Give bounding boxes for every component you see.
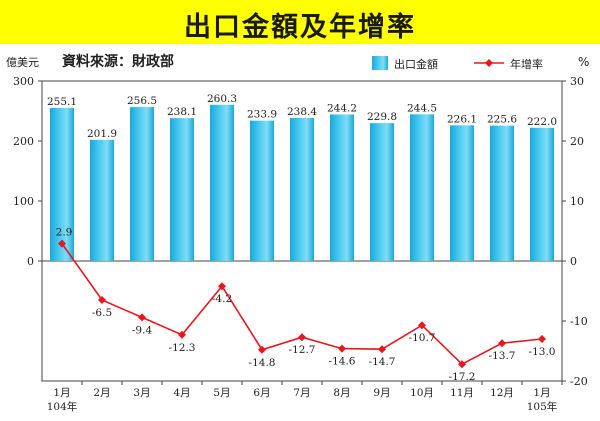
legend-line-label: 年增率 <box>510 57 543 71</box>
right-tick-label: -10 <box>570 315 588 328</box>
right-tick-label: 30 <box>570 75 584 88</box>
bar-7 <box>290 117 314 262</box>
right-tick-label: 20 <box>570 135 584 148</box>
bar-9 <box>370 123 394 262</box>
bar-12 <box>490 125 514 261</box>
chart-title: 出口金額及年增率 <box>184 12 416 43</box>
growth-value-label: -14.7 <box>369 356 396 368</box>
right-tick-label: 0 <box>570 255 577 268</box>
legend-bar-swatch <box>372 56 388 70</box>
growth-line <box>58 239 546 369</box>
growth-point-3 <box>138 313 146 322</box>
bar-value-label: 229.8 <box>367 111 397 123</box>
legend-line-marker <box>485 59 493 67</box>
right-unit-label: % <box>578 55 589 69</box>
bar-value-label: 226.1 <box>447 113 477 125</box>
category-label: 11月 <box>450 387 474 399</box>
bar-6 <box>250 120 274 261</box>
growth-value-label: -9.4 <box>132 324 153 336</box>
bar-value-label: 255.1 <box>47 96 77 108</box>
bar-value-label: 222.0 <box>527 116 557 128</box>
growth-point-10 <box>418 321 426 330</box>
growth-value-label: -13.0 <box>529 346 556 358</box>
bar-value-label: 244.2 <box>327 102 357 114</box>
category-label: 2月 <box>93 387 110 399</box>
growth-value-label: -14.6 <box>329 356 356 368</box>
category-sublabel: 105年 <box>527 400 558 413</box>
bar-value-label: 256.5 <box>127 95 157 107</box>
growth-point-11 <box>458 360 466 369</box>
growth-point-4 <box>178 330 186 339</box>
growth-point-13 <box>538 335 546 343</box>
source-label: 資料來源：財政部 <box>62 53 174 70</box>
bar-1 <box>50 107 74 261</box>
legend-bar-label: 出口金額 <box>394 57 438 71</box>
bar-4 <box>170 118 194 261</box>
bars <box>50 104 554 262</box>
bar-value-label: 244.5 <box>407 102 437 114</box>
category-label: 8月 <box>333 387 350 399</box>
category-label: 4月 <box>173 387 190 399</box>
category-label: 9月 <box>373 387 390 399</box>
growth-point-12 <box>498 339 506 348</box>
bar-11 <box>450 125 474 261</box>
growth-value-label: -13.7 <box>489 350 516 362</box>
right-tick-label: 10 <box>570 195 584 208</box>
growth-value-label: -10.7 <box>409 332 436 344</box>
category-label: 1月 <box>53 387 70 399</box>
growth-value-label: -12.3 <box>169 342 196 354</box>
left-tick-label: 300 <box>13 75 34 88</box>
left-tick-label: 200 <box>13 135 34 148</box>
growth-value-label: 2.9 <box>56 227 73 239</box>
growth-value-label: -14.8 <box>249 357 276 369</box>
bar-2 <box>90 139 114 261</box>
category-label: 5月 <box>213 387 230 399</box>
bar-10 <box>410 114 434 261</box>
title-bar: 出口金額及年增率 <box>0 0 600 44</box>
growth-value-label: -4.2 <box>212 293 232 305</box>
growth-value-label: -17.2 <box>449 371 476 383</box>
growth-point-7 <box>298 333 306 342</box>
left-tick-label: 100 <box>13 195 34 208</box>
legend: 出口金額 年增率 <box>372 56 543 71</box>
growth-point-6 <box>258 345 266 354</box>
bar-value-label: 260.3 <box>207 93 237 105</box>
left-unit-label: 億美元 <box>6 56 39 69</box>
category-label: 7月 <box>293 387 310 399</box>
plot-frame <box>41 80 563 382</box>
growth-point-9 <box>378 345 386 354</box>
left-tick-label: 0 <box>27 255 34 268</box>
growth-point-8 <box>338 344 346 353</box>
bar-3 <box>130 107 154 261</box>
bar-13 <box>530 127 554 261</box>
category-label: 12月 <box>490 387 514 399</box>
growth-point-5 <box>218 282 226 291</box>
growth-point-1 <box>58 239 66 248</box>
right-tick-label: -20 <box>570 375 588 388</box>
growth-value-label: -6.5 <box>92 307 112 319</box>
bar-value-label: 225.6 <box>487 114 517 126</box>
bar-value-label: 233.9 <box>247 109 277 121</box>
category-label: 1月 <box>533 387 550 399</box>
bar-value-label: 201.9 <box>87 128 117 140</box>
labels: 255.1 201.9 256.5 238.1 260.3 233.9 238.4 244.2… <box>47 93 557 383</box>
category-label: 3月 <box>133 387 150 399</box>
category-label: 6月 <box>253 387 270 399</box>
bar-value-label: 238.1 <box>167 106 197 118</box>
bar-5 <box>210 104 234 261</box>
bar-value-label: 238.4 <box>287 106 317 118</box>
growth-value-label: -12.7 <box>289 344 316 356</box>
category-label: 10月 <box>410 387 434 399</box>
growth-point-2 <box>98 296 106 304</box>
bar-8 <box>330 114 354 261</box>
category-sublabel: 104年 <box>47 400 78 413</box>
